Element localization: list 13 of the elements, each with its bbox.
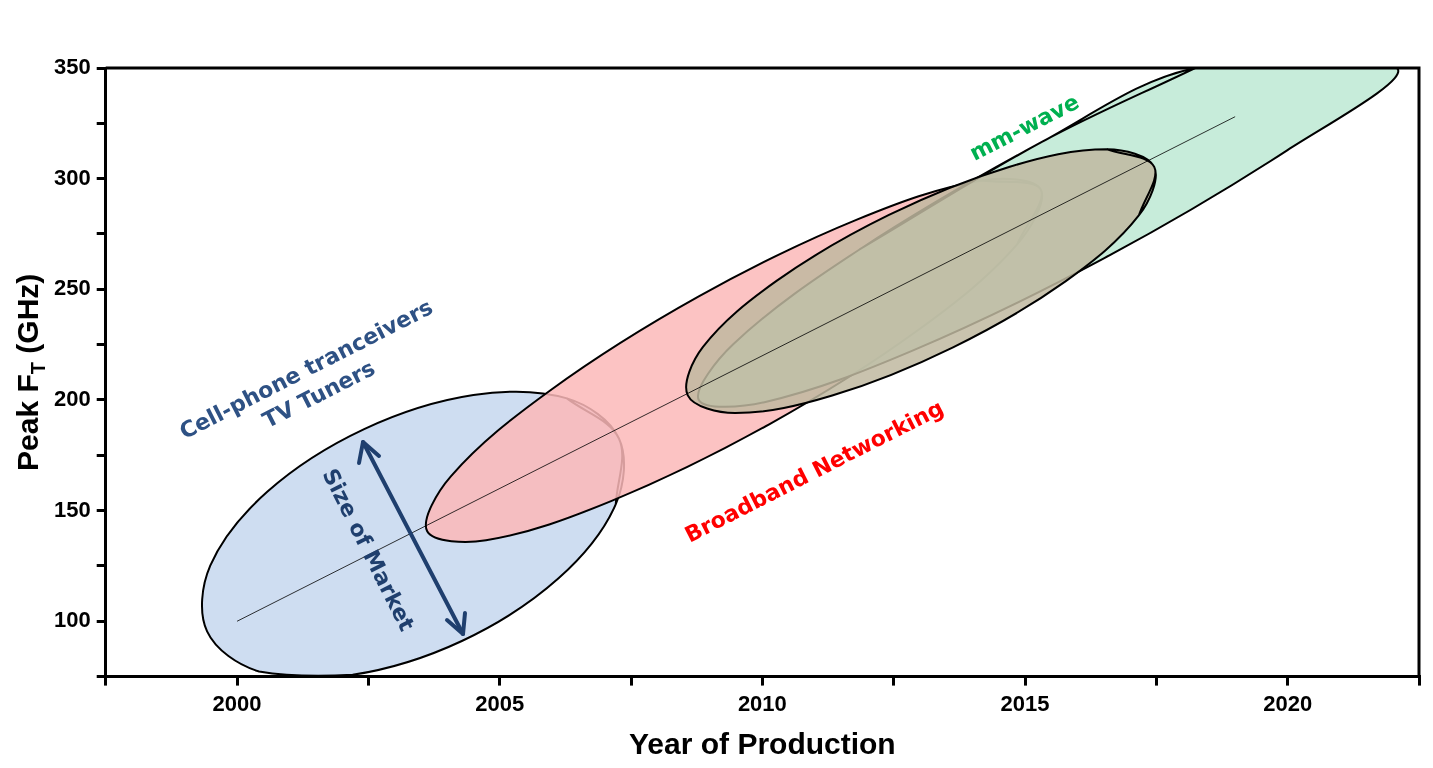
x-tick-label: 2005 — [475, 690, 525, 716]
x-tick-label: 2015 — [1000, 690, 1050, 716]
x-tick-label: 2000 — [212, 690, 262, 716]
y-tick-label: 150 — [53, 496, 91, 522]
x-tick-label: 2020 — [1263, 690, 1313, 716]
y-tick-label: 300 — [53, 164, 91, 190]
y-tick-label: 250 — [53, 275, 91, 301]
y-tick-label: 350 — [53, 54, 91, 80]
y-tick-label: 100 — [53, 607, 91, 633]
y-tick-label: 200 — [53, 386, 91, 412]
x-axis-title: Year of Production — [628, 727, 896, 761]
x-tick-label: 2010 — [737, 690, 787, 716]
y-axis-title: Peak FT (GHz) — [11, 273, 49, 471]
